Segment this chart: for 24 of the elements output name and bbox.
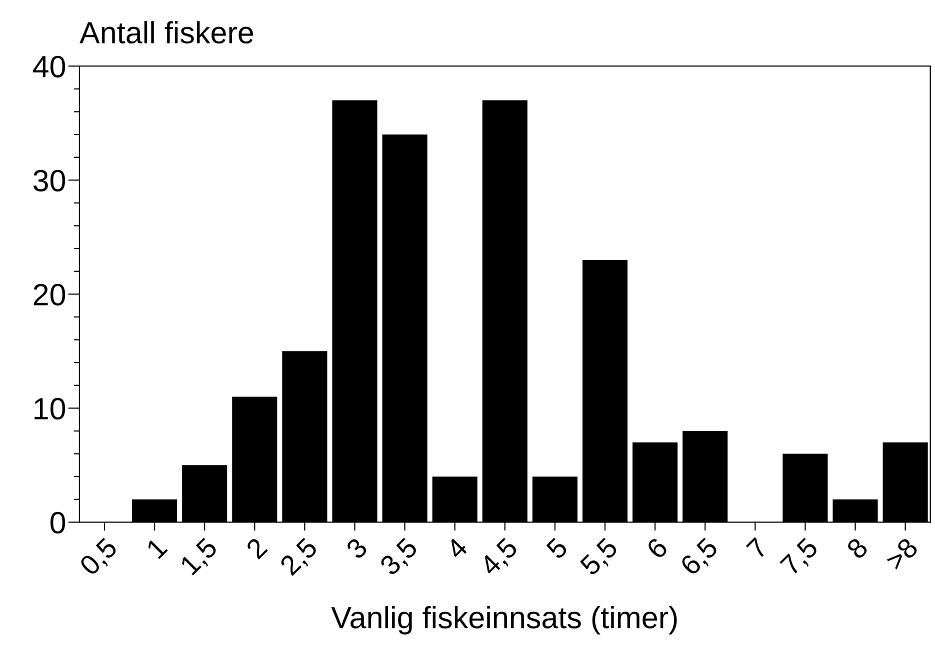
x-tick-label: 7,5: [780, 536, 822, 578]
x-tick-label: 6,5: [679, 536, 722, 578]
y-tick-label: 40: [33, 56, 66, 78]
x-tick-label: 8: [846, 536, 869, 560]
y-tick-label: 0: [50, 512, 66, 534]
y-tick-label: 30: [33, 170, 66, 192]
x-tick-label: 4: [445, 536, 469, 560]
x-tick-label: 3: [345, 536, 368, 560]
x-tick-label: 5: [546, 536, 569, 560]
y-tick-label: 10: [34, 398, 66, 420]
x-axis-title: Vanlig fiskeinnsats (timer): [331, 606, 677, 634]
y-tick-label: 20: [34, 284, 66, 306]
x-tick-label: 6: [646, 536, 669, 560]
x-tick-label: 5,5: [579, 536, 621, 579]
x-tick-label: 2,5: [278, 536, 321, 578]
x-tick-label: 1: [146, 537, 168, 560]
x-tick-label: 0,5: [78, 536, 120, 579]
x-tick-label: 1,5: [180, 536, 221, 578]
x-tick-label: 4,5: [478, 536, 521, 579]
x-tick-label: 7: [746, 537, 768, 560]
x-tick-label: 3,5: [378, 536, 421, 579]
x-tick-label: >8: [884, 536, 919, 572]
x-tick-label: 2: [245, 536, 268, 560]
y-axis-title: Antall fiskere: [80, 21, 254, 44]
